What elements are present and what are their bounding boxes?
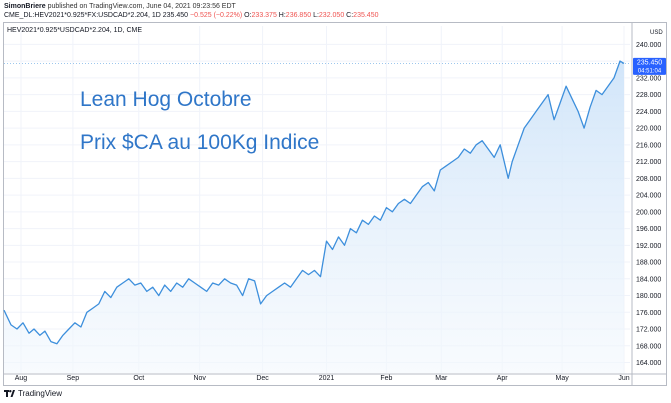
- x-tick-label: Aug: [15, 375, 28, 382]
- y-tick-label: 180.000: [636, 293, 661, 300]
- y-tick-label: 200.000: [636, 209, 661, 216]
- low-label: L:: [313, 12, 319, 19]
- price-area-fill: [4, 61, 624, 373]
- last-price: 235.450: [162, 12, 189, 19]
- bar-countdown: 04:51:04: [638, 68, 662, 74]
- tradingview-logo-icon: [4, 390, 15, 397]
- x-tick-label: Feb: [380, 375, 392, 382]
- author-name[interactable]: SimonBriere: [4, 3, 46, 10]
- y-tick-label: 216.000: [636, 142, 661, 149]
- y-tick-label: 188.000: [636, 260, 661, 267]
- x-tick-label: Dec: [256, 375, 269, 382]
- y-tick-label: 196.000: [636, 226, 661, 233]
- chart-frame: [3, 22, 667, 386]
- annotation-subtitle: Prix $CA au 100Kg Indice: [80, 131, 320, 154]
- y-tick-label: 168.000: [636, 343, 661, 350]
- x-tick-label: 2021: [319, 375, 335, 382]
- y-tick-label: 220.000: [636, 126, 661, 133]
- y-tick-label: 204.000: [636, 193, 661, 200]
- y-tick-label: 208.000: [636, 176, 661, 183]
- y-tick-label: 212.000: [636, 159, 661, 166]
- footer-brand-label: TradingView: [18, 389, 63, 398]
- last-price-tag-value: 235.450: [637, 60, 662, 67]
- price-change: −0.525 (−0.22%): [190, 12, 243, 19]
- publisher-line: SimonBriere published on TradingView.com…: [4, 3, 236, 10]
- y-tick-label: 192.000: [636, 243, 661, 250]
- y-tick-label: 224.000: [636, 109, 661, 116]
- high-label: H:: [278, 12, 286, 19]
- y-tick-label: 240.000: [636, 42, 661, 49]
- currency-label: USD: [650, 30, 663, 36]
- y-tick-label: 164.000: [636, 360, 661, 367]
- x-tick-label: Mar: [435, 375, 448, 382]
- y-tick-label: 172.000: [636, 327, 661, 334]
- symbol-info-line: CME_DL:HEV2021*0.925*FX:USDCAD*2.204, 1D…: [4, 12, 378, 19]
- x-tick-label: Oct: [133, 375, 144, 382]
- high-value: 236.850: [285, 12, 312, 19]
- annotation-title: Lean Hog Octobre: [80, 88, 252, 111]
- open-label: O:: [244, 12, 252, 19]
- chart-legend: HEV2021*0.925*USDCAD*2.204, 1D, CME: [7, 27, 143, 34]
- low-value: 232.050: [318, 12, 345, 19]
- published-text: published on TradingView.com, June 04, 2…: [47, 3, 236, 10]
- open-value: 233.375: [251, 12, 277, 19]
- x-tick-label: Jun: [618, 375, 629, 382]
- x-tick-label: Nov: [193, 375, 206, 382]
- footer-brand[interactable]: TradingView: [4, 389, 62, 398]
- y-tick-label: 184.000: [636, 276, 661, 283]
- y-tick-label: 228.000: [636, 92, 661, 99]
- price-line: [3, 60, 625, 345]
- x-tick-label: Sep: [67, 375, 80, 382]
- x-tick-label: May: [555, 375, 569, 382]
- symbol-name: CME_DL:HEV2021*0.925*FX:USDCAD*2.204, 1D: [4, 12, 161, 19]
- last-price-tag: [633, 57, 666, 75]
- close-value: 235.450: [353, 12, 379, 19]
- x-tick-label: Apr: [497, 375, 509, 382]
- y-tick-label: 232.000: [636, 75, 661, 82]
- y-tick-label: 176.000: [636, 310, 661, 317]
- close-label: C:: [346, 12, 354, 19]
